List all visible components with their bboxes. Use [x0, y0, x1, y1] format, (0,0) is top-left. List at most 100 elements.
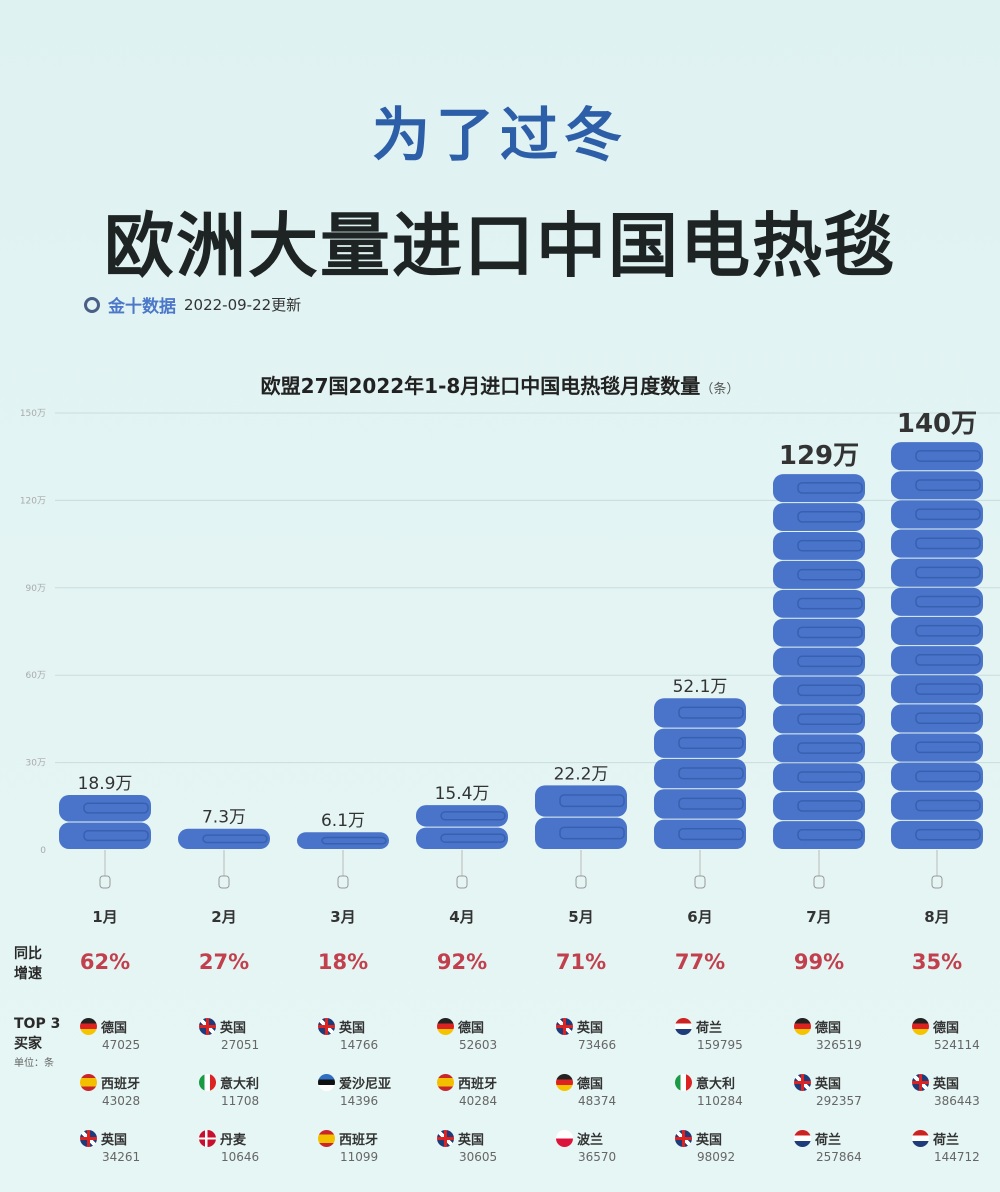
chart-title: 欧盟27国2022年1-8月进口中国电热毯月度数量（条）: [0, 370, 1000, 399]
x-tick-label: 8月: [924, 908, 949, 926]
y-tick-label: 150万: [20, 409, 46, 419]
buyer-country: 英国: [458, 1133, 485, 1148]
growth-value: 62%: [79, 950, 131, 974]
subtitle: 为了过冬: [371, 101, 628, 169]
buyer-country: 英国: [577, 1021, 604, 1036]
bar-segment: [59, 794, 151, 822]
bar-chart: 0 30万 60万 90万 120万 150万 18.9万 1月 7.3万 2月 6.1万 3月 15.…: [20, 409, 1000, 926]
bar-segment: [654, 728, 746, 758]
plug-icon: [456, 875, 468, 889]
bar-stripe: [83, 829, 149, 842]
bar-segment: [773, 705, 865, 734]
bar-5月: [535, 785, 627, 849]
bar-segment: [773, 531, 865, 560]
bar-stripe: [797, 482, 863, 494]
flag-it-icon: [675, 1074, 692, 1091]
bar-stripe: [797, 539, 863, 552]
bar-stripe: [915, 683, 981, 695]
buyer-country: 意大利: [220, 1077, 260, 1092]
buyer-value: 34261: [102, 1150, 141, 1164]
bar-segment: [416, 805, 508, 827]
plug-icon: [337, 875, 349, 889]
flag-nl-icon: [675, 1018, 692, 1035]
bar-segment: [891, 471, 983, 500]
growth-value: 71%: [555, 950, 607, 974]
buyer-value: 40284: [459, 1094, 498, 1108]
bar-segment: [773, 676, 865, 705]
buyer-entry: 德国 52603: [437, 1017, 547, 1052]
buyers-row-label: TOP 3 买家 单位：条: [14, 1014, 60, 1074]
bar-segment: [891, 529, 983, 558]
buyer-value: 14766: [340, 1038, 379, 1052]
bar-segment: [891, 733, 983, 762]
bar-segment: [891, 616, 983, 646]
buyers-label-1: TOP 3: [14, 1016, 61, 1032]
buyer-value: 159795: [697, 1038, 743, 1052]
bar-segment: [654, 819, 746, 849]
buyer-country: 爱沙尼亚: [339, 1077, 392, 1092]
bar-stripe: [797, 800, 863, 812]
bar-segment: [416, 827, 508, 849]
buyers-unit: 单位：条: [14, 1058, 54, 1069]
bar-segment: [891, 791, 983, 820]
bar-stripe: [915, 828, 981, 841]
buyer-value: 11099: [340, 1150, 379, 1164]
bar-stripe: [678, 706, 744, 719]
bar-segment: [891, 762, 983, 791]
buyer-value: 30605: [459, 1150, 498, 1164]
buyer-country: 英国: [933, 1077, 960, 1092]
x-tick-label: 5月: [568, 908, 593, 926]
buyer-value: 27051: [221, 1038, 260, 1052]
y-tick-label: 0: [40, 846, 46, 856]
bar-stripe: [915, 712, 981, 725]
bar-segment: [773, 792, 865, 821]
buyer-country: 波兰: [577, 1133, 604, 1148]
growth-value: 35%: [911, 950, 963, 974]
buyer-value: 47025: [102, 1038, 141, 1052]
y-tick-label: 30万: [26, 759, 46, 769]
bar-segment: [654, 789, 746, 819]
buyer-entry: 德国 524114: [912, 1017, 1000, 1052]
buyer-entry: 意大利 11708: [199, 1073, 309, 1108]
buyer-entry: 德国 326519: [794, 1017, 904, 1052]
buyer-country: 西班牙: [458, 1077, 498, 1092]
source-line: 金十数据 2022-09-22更新: [84, 292, 301, 317]
flag-es-icon: [437, 1074, 454, 1091]
bar-8月: [891, 442, 983, 849]
buyer-entry: 爱沙尼亚 14396: [318, 1073, 428, 1108]
flag-uk-icon: [199, 1018, 216, 1035]
bar-stripe: [678, 828, 744, 841]
buyer-value: 52603: [459, 1038, 498, 1052]
chart-title-text: 欧盟27国2022年1-8月进口中国电热毯月度数量: [260, 374, 701, 398]
buyer-value: 10646: [221, 1150, 260, 1164]
bar-stripe: [915, 624, 981, 637]
flag-ee-icon: [318, 1074, 335, 1091]
bar-stripe: [797, 568, 863, 581]
buyer-country: 荷兰: [933, 1133, 960, 1148]
bar-stripe: [915, 566, 981, 579]
bar-segment: [773, 734, 865, 763]
buyer-value: 36570: [578, 1150, 617, 1164]
buyer-country: 英国: [101, 1133, 128, 1148]
buyer-value: 386443: [934, 1094, 980, 1108]
y-tick-label: 120万: [20, 496, 46, 506]
buyer-entry: 英国 27051: [199, 1017, 309, 1052]
bar-1月: [59, 794, 151, 849]
flag-de-icon: [437, 1018, 454, 1035]
buyer-entry: 英国 73466: [556, 1017, 666, 1052]
bar-stripe: [915, 595, 981, 608]
growth-value: 27%: [198, 950, 250, 974]
bar-segment: [773, 589, 865, 618]
bar-stripe: [797, 626, 863, 639]
buyer-entry: 西班牙 40284: [437, 1073, 547, 1108]
y-tick-label: 90万: [26, 584, 46, 594]
growth-label-2: 增速: [14, 966, 42, 982]
bar-segment: [891, 442, 983, 471]
buyer-entry: 英国 14766: [318, 1017, 428, 1052]
bar-segment: [891, 558, 983, 587]
flag-es-icon: [318, 1130, 335, 1147]
bar-segment: [535, 817, 627, 849]
plug-icon: [575, 875, 587, 889]
bar-stripe: [915, 741, 981, 754]
buyer-value: 110284: [697, 1094, 743, 1108]
